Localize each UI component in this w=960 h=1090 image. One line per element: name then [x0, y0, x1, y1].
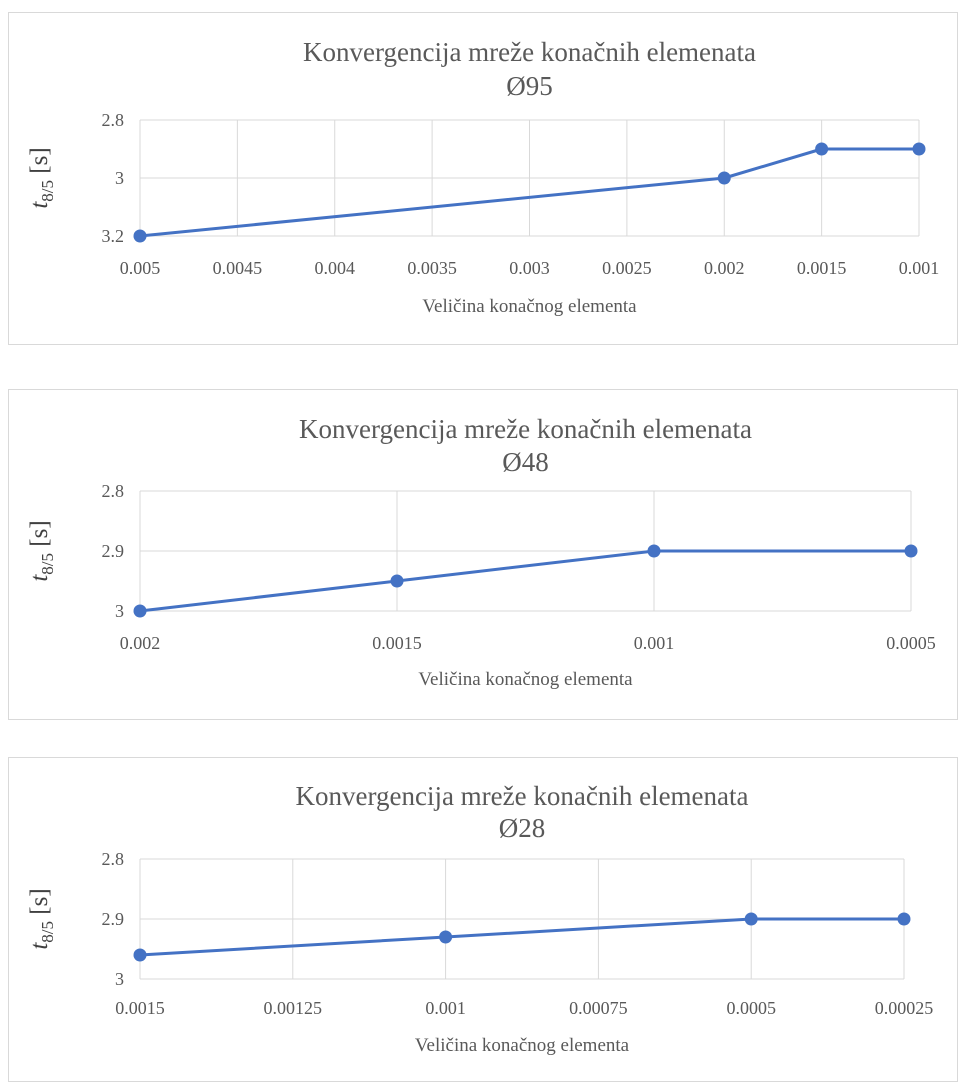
x-tick-label: 0.004 [315, 258, 356, 278]
chart-subtitle: Ø95 [506, 71, 553, 101]
chart-phi48-svg: Konvergencija mreže konačnih elemenataØ4… [26, 414, 936, 690]
data-point [390, 574, 404, 588]
y-axis-label: t8/5 [s] [26, 147, 57, 208]
data-point [717, 171, 731, 185]
x-tick-label: 0.0045 [213, 258, 263, 278]
y-axis-label: t8/5 [s] [26, 520, 57, 581]
x-tick-label: 0.0005 [726, 998, 776, 1018]
x-tick-label: 0.0015 [372, 633, 422, 653]
chart-title: Konvergencija mreže konačnih elemenata [295, 781, 748, 811]
data-point [904, 544, 918, 558]
chart-subtitle: Ø28 [499, 813, 546, 843]
chart-phi95: Konvergencija mreže konačnih elemenata Ø9… [8, 12, 958, 345]
chart-subtitle: Ø48 [502, 447, 549, 477]
x-tick-label: 0.00075 [569, 998, 628, 1018]
x-tick-label: 0.001 [634, 633, 675, 653]
x-tick-label: 0.001 [425, 998, 466, 1018]
data-point [133, 948, 147, 962]
x-tick-label: 0.0035 [407, 258, 457, 278]
series-line [139, 917, 904, 957]
x-tick-label: 0.002 [120, 633, 161, 653]
chart-phi28: Konvergencija mreže konačnih elemenata Ø2… [8, 757, 958, 1082]
data-point [133, 604, 147, 618]
x-tick-label: 0.00125 [264, 998, 323, 1018]
chart-phi95-svg: Konvergencija mreže konačnih elemenata Ø9… [26, 37, 940, 317]
series-line [139, 549, 911, 613]
chart-phi28-svg: Konvergencija mreže konačnih elemenataØ2… [26, 781, 934, 1056]
x-axis-label: Veličina konačnog elementa [415, 1035, 630, 1056]
y-tick-label: 2.8 [102, 849, 125, 869]
data-point [815, 142, 829, 156]
x-tick-label: 0.0005 [886, 633, 936, 653]
y-tick-label: 2.9 [102, 541, 125, 561]
x-tick-label: 0.0015 [115, 998, 165, 1018]
x-tick-label: 0.001 [899, 258, 940, 278]
series-line [139, 147, 919, 238]
x-tick-label: 0.003 [509, 258, 550, 278]
x-tick-label: 0.005 [120, 258, 161, 278]
y-tick-label: 3.2 [102, 226, 125, 246]
chart-title: Konvergencija mreže konačnih elemenata [303, 37, 756, 67]
data-point [912, 142, 926, 156]
data-point [439, 930, 453, 944]
y-tick-label: 2.9 [102, 909, 125, 929]
x-axis-label: Veličina konačnog elementa [418, 669, 633, 690]
chart-phi48: Konvergencija mreže konačnih elemenata Ø4… [8, 389, 958, 720]
y-tick-label: 3 [115, 969, 124, 989]
y-tick-label: 3 [115, 601, 124, 621]
y-tick-label: 2.8 [102, 110, 125, 130]
data-point [133, 229, 147, 243]
y-tick-label: 2.8 [102, 481, 125, 501]
y-tick-label: 3 [115, 168, 124, 188]
data-point [897, 912, 911, 926]
x-tick-label: 0.0015 [797, 258, 847, 278]
chart-title: Konvergencija mreže konačnih elemenata [299, 414, 752, 444]
x-axis-label: Veličina konačnog elementa [422, 296, 637, 317]
x-tick-label: 0.00025 [875, 998, 934, 1018]
x-tick-label: 0.002 [704, 258, 745, 278]
x-tick-label: 0.0025 [602, 258, 652, 278]
data-point [744, 912, 758, 926]
data-point [647, 544, 661, 558]
y-axis-label: t8/5 [s] [26, 888, 57, 949]
